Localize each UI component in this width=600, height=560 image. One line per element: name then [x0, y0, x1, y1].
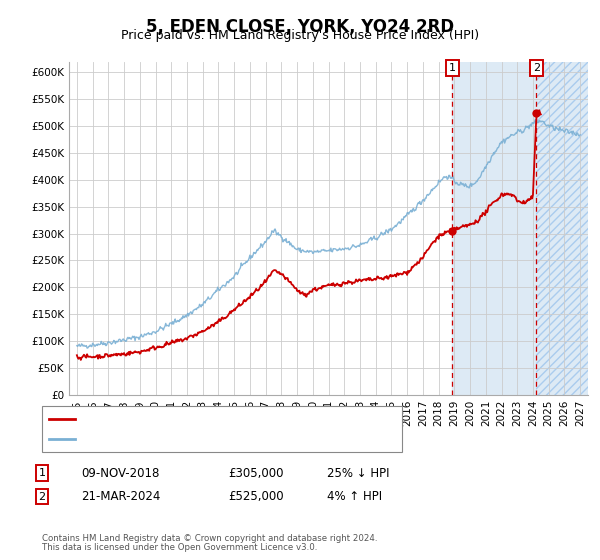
Text: 09-NOV-2018: 09-NOV-2018: [81, 466, 160, 480]
Text: 1: 1: [38, 468, 46, 478]
Text: Price paid vs. HM Land Registry's House Price Index (HPI): Price paid vs. HM Land Registry's House …: [121, 29, 479, 42]
Text: 1: 1: [449, 63, 455, 73]
Text: 21-MAR-2024: 21-MAR-2024: [81, 490, 160, 503]
Bar: [452, 62, 536, 395]
Text: 25% ↓ HPI: 25% ↓ HPI: [327, 466, 389, 480]
Bar: [536, 62, 588, 395]
Text: 5, EDEN CLOSE, YORK, YO24 2RD: 5, EDEN CLOSE, YORK, YO24 2RD: [146, 18, 454, 36]
Text: This data is licensed under the Open Government Licence v3.0.: This data is licensed under the Open Gov…: [42, 543, 317, 552]
Text: 4% ↑ HPI: 4% ↑ HPI: [327, 490, 382, 503]
Text: £305,000: £305,000: [228, 466, 284, 480]
Text: 5, EDEN CLOSE, YORK, YO24 2RD (detached house): 5, EDEN CLOSE, YORK, YO24 2RD (detached …: [79, 412, 382, 426]
Text: HPI: Average price, detached house, York: HPI: Average price, detached house, York: [79, 432, 322, 446]
Text: Contains HM Land Registry data © Crown copyright and database right 2024.: Contains HM Land Registry data © Crown c…: [42, 534, 377, 543]
Text: £525,000: £525,000: [228, 490, 284, 503]
Bar: [536, 62, 588, 395]
Text: 2: 2: [533, 63, 540, 73]
Text: 2: 2: [38, 492, 46, 502]
